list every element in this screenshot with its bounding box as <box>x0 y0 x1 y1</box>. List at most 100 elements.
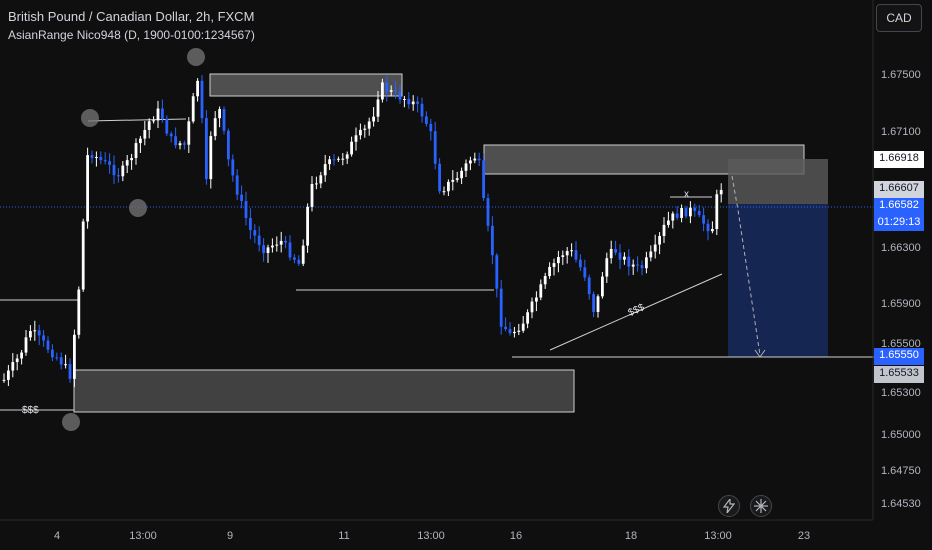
candle-body <box>486 198 490 226</box>
date-tick: 13:00 <box>417 530 445 542</box>
price-label-countdown: 01:29:13 <box>874 215 924 231</box>
candle-body <box>636 264 639 266</box>
candle-body <box>407 98 411 105</box>
candle-body <box>178 143 182 146</box>
price-label-upper-zone: 1.66918 <box>874 151 924 168</box>
candle-body <box>271 245 274 248</box>
candle-body <box>684 207 688 217</box>
candle-body <box>29 331 32 338</box>
chart-title[interactable]: British Pound / Canadian Dollar, 2h, FXC… <box>8 9 255 24</box>
candle-body <box>213 118 217 137</box>
candle-body <box>447 181 450 192</box>
candle-body <box>125 160 129 166</box>
swing-marker[interactable] <box>129 199 147 217</box>
candle-body <box>174 136 177 146</box>
candle-body <box>293 257 296 260</box>
candle-body <box>169 133 173 137</box>
candle-body <box>601 276 604 297</box>
candle-body <box>95 156 98 158</box>
candle-body <box>266 247 270 254</box>
candle-body <box>504 326 507 330</box>
candle-body <box>420 103 424 117</box>
date-tick: 18 <box>624 530 638 542</box>
candle-body <box>341 158 345 160</box>
snowflake-icon[interactable] <box>750 495 772 517</box>
candle-body <box>552 263 556 267</box>
short-position-stop[interactable] <box>728 159 828 204</box>
price-label-previous-close: 1.66607 <box>874 181 924 198</box>
candle-body <box>491 225 494 256</box>
candle-body <box>543 276 547 285</box>
candle-body <box>328 159 331 165</box>
candle-body <box>389 90 393 92</box>
candle-body <box>521 323 525 331</box>
candle-body <box>565 251 569 256</box>
candle-body <box>183 143 186 145</box>
candle-body <box>508 329 512 334</box>
candle-body <box>403 98 406 100</box>
short-position-target[interactable] <box>728 204 828 357</box>
candle-body <box>477 158 481 161</box>
candle-body <box>275 244 279 246</box>
candle-body <box>235 175 239 195</box>
candle-body <box>697 210 701 216</box>
x-mark-label[interactable]: x <box>684 189 689 200</box>
candle-body <box>473 158 477 161</box>
candle-body <box>319 175 323 184</box>
price-label-lower-zone: 1.65533 <box>874 366 924 383</box>
candle-body <box>363 128 367 130</box>
lightning-icon[interactable] <box>718 495 740 517</box>
candle-body <box>513 331 516 334</box>
candle-body <box>205 118 208 180</box>
candle-body <box>631 264 635 267</box>
candle-body <box>416 101 419 104</box>
liquidity-label-left[interactable]: $$$ <box>22 405 39 416</box>
candle-body <box>165 118 169 134</box>
candle-body <box>455 178 459 180</box>
swing-marker[interactable] <box>187 48 205 66</box>
supply-zone-top[interactable] <box>209 73 403 97</box>
candle-body <box>59 357 63 365</box>
candle-body <box>671 213 675 221</box>
price-tick: 1.64530 <box>881 498 921 510</box>
rising-trendline[interactable] <box>549 273 723 351</box>
candle-body <box>196 80 199 97</box>
candle-body <box>680 207 683 218</box>
candle-body <box>86 155 89 222</box>
indicator-legend[interactable]: AsianRange Nico948 (D, 1900-0100:1234567… <box>8 28 255 42</box>
candle-body <box>557 257 560 264</box>
candle-body <box>2 379 6 381</box>
candle-body <box>187 121 191 145</box>
candle-body <box>143 129 147 139</box>
currency-button[interactable]: CAD <box>876 4 922 32</box>
candle-body <box>332 159 336 161</box>
candle-body <box>640 265 644 269</box>
candle-body <box>649 251 653 258</box>
candle-body <box>112 164 116 176</box>
candle-body <box>689 207 692 217</box>
candle-body <box>499 288 503 327</box>
candle-body <box>257 235 261 246</box>
swing-marker[interactable] <box>81 109 99 127</box>
candle-body <box>156 108 160 121</box>
candle-body <box>81 221 85 290</box>
candle-body <box>315 183 318 185</box>
candle-body <box>90 155 94 158</box>
candle-body <box>231 159 235 176</box>
candle-body <box>46 340 50 350</box>
candle-body <box>618 252 622 260</box>
candle-body <box>570 250 573 252</box>
candle-body <box>381 82 384 100</box>
candle-body <box>398 91 402 100</box>
candle-body <box>438 163 441 192</box>
candle-body <box>592 294 595 312</box>
swing-marker[interactable] <box>62 413 80 431</box>
high-line[interactable] <box>87 118 187 122</box>
candle-body <box>535 297 538 302</box>
projection-arrowhead <box>754 349 766 358</box>
candle-body <box>117 175 120 177</box>
demand-zone-lower[interactable] <box>73 369 575 413</box>
candle-body <box>539 284 543 298</box>
price-tick: 1.67100 <box>881 126 921 138</box>
